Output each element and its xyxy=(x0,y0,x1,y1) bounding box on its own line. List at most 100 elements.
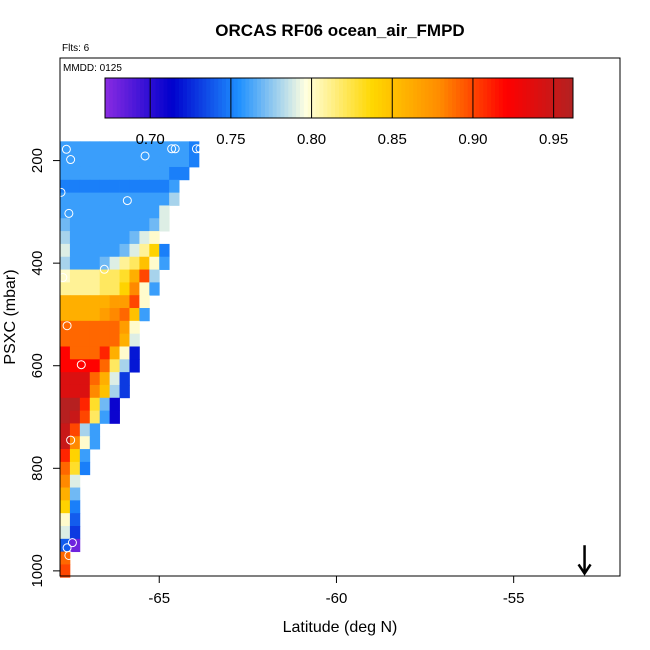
colorbar-segment xyxy=(179,78,184,118)
colorbar-segment xyxy=(506,78,511,118)
colorbar-segment xyxy=(346,78,352,118)
heatmap-cell xyxy=(69,256,81,270)
colorbar-segment xyxy=(163,78,168,118)
heatmap-cell xyxy=(149,179,160,194)
x-tick-label: -60 xyxy=(326,590,348,607)
colorbar-segment xyxy=(264,78,270,118)
measurement-marker xyxy=(62,321,72,331)
heatmap-cell xyxy=(79,436,91,450)
heatmap-cell xyxy=(109,372,120,386)
measurement-marker xyxy=(170,144,180,154)
measurement-marker xyxy=(76,360,86,370)
heatmap-cell xyxy=(99,346,111,360)
heatmap-cell xyxy=(129,243,140,258)
heatmap-cell xyxy=(79,308,91,322)
heatmap-cells xyxy=(60,141,200,578)
colorbar-segment xyxy=(245,78,250,118)
heatmap-cell xyxy=(109,256,120,270)
heatmap-cell xyxy=(179,166,190,181)
heatmap-cell xyxy=(149,218,160,232)
heatmap-cell xyxy=(109,410,120,424)
heatmap-cell xyxy=(109,231,120,245)
heatmap-cell xyxy=(79,269,91,283)
heatmap-cell xyxy=(69,141,81,155)
heatmap-cell xyxy=(60,423,71,437)
heatmap-cell xyxy=(60,141,71,155)
heatmap-cell xyxy=(79,166,91,181)
colorbar-segment xyxy=(424,78,430,118)
heatmap-cell xyxy=(89,218,101,232)
heatmap-cell xyxy=(169,154,180,168)
heatmap-cell xyxy=(89,231,101,245)
colorbar-segment xyxy=(537,78,543,118)
heatmap-cell xyxy=(89,384,101,399)
heatmap-cell xyxy=(60,551,71,565)
colorbar-segment xyxy=(432,78,437,118)
colorbar-segment xyxy=(561,78,566,118)
heatmap-cell xyxy=(79,179,91,194)
heatmap-cell xyxy=(149,192,160,206)
heatmap-cell xyxy=(119,333,130,347)
heatmap-cell xyxy=(129,192,140,206)
heatmap-cell xyxy=(69,500,81,514)
heatmap-cell xyxy=(129,269,140,283)
colorbar-segment xyxy=(498,78,504,118)
heatmap-cell xyxy=(109,320,120,335)
heatmap-cell xyxy=(159,205,170,219)
measurement-marker xyxy=(195,144,205,154)
heatmap-cell xyxy=(129,141,140,155)
heatmap-cell xyxy=(139,308,150,322)
colorbar-segment xyxy=(569,78,574,118)
heatmap-cell xyxy=(159,141,170,155)
colorbar-segment xyxy=(280,78,285,118)
heatmap-cell xyxy=(149,154,160,168)
heatmap-cell xyxy=(109,308,120,322)
measurement-marker xyxy=(64,208,74,218)
heatmap-cell xyxy=(139,154,150,168)
heatmap-cell xyxy=(69,179,81,194)
colorbar-segment xyxy=(518,78,523,118)
heatmap-cell xyxy=(109,243,120,258)
colorbar-segment xyxy=(534,78,539,118)
heatmap-cell xyxy=(99,141,111,155)
heatmap-cell xyxy=(139,295,150,309)
colorbar-segment xyxy=(354,78,359,118)
measurement-marker xyxy=(122,196,132,206)
heatmap-cell xyxy=(109,333,120,347)
heatmap-cell xyxy=(169,166,180,181)
colorbar-segment xyxy=(541,78,547,118)
heatmap-cell xyxy=(99,320,111,335)
colorbar-segment xyxy=(526,78,531,118)
colorbar-segment xyxy=(222,78,227,118)
colorbar-segment xyxy=(202,78,207,118)
heatmap-cell xyxy=(60,308,71,322)
colorbar-segment xyxy=(405,78,410,118)
heatmap-cell xyxy=(89,166,101,181)
heatmap-cell xyxy=(179,141,190,155)
colorbar-segment xyxy=(105,78,110,118)
heatmap-cell xyxy=(60,564,71,578)
colorbar-segment xyxy=(358,78,363,118)
heatmap-cell xyxy=(89,346,101,360)
heatmap-cell xyxy=(69,166,81,181)
heatmap-cell xyxy=(69,474,81,488)
colorbar-segment xyxy=(370,78,375,118)
heatmap-cell xyxy=(89,243,101,258)
colorbar-segment xyxy=(140,78,145,118)
colorbar-segment xyxy=(311,78,316,118)
heatmap-cell xyxy=(119,308,130,322)
colorbar-segment xyxy=(151,78,157,118)
colorbar-segment xyxy=(479,78,484,118)
y-tick-label: 600 xyxy=(29,353,46,378)
heatmap-cell xyxy=(79,218,91,232)
colorbar-segment xyxy=(229,78,235,118)
heatmap-cell xyxy=(119,295,130,309)
colorbar-segment xyxy=(225,78,231,118)
heatmap-cell xyxy=(69,513,81,527)
colorbar-segment xyxy=(144,78,149,118)
heatmap-cell xyxy=(79,282,91,296)
heatmap-cell xyxy=(79,423,91,437)
heatmap-cell xyxy=(79,449,91,463)
heatmap-cell xyxy=(69,243,81,258)
